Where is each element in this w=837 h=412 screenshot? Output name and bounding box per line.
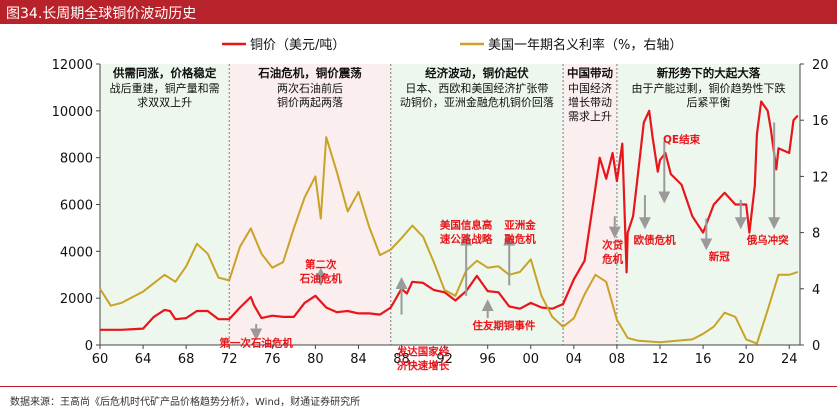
series-lines bbox=[99, 100, 799, 345]
y-right-tick-5: 20 bbox=[812, 58, 829, 73]
x-tick-6: 84 bbox=[350, 352, 367, 367]
x-tick-1: 64 bbox=[135, 352, 152, 367]
x-tick-7: 88 bbox=[393, 352, 410, 367]
period-dividers bbox=[228, 64, 618, 345]
period-shade-0 bbox=[100, 64, 230, 345]
period-title-3: 中国带动 bbox=[567, 66, 613, 80]
y-right-tick-1: 4 bbox=[812, 283, 820, 298]
y-right-tick-0: 0 bbox=[812, 339, 820, 354]
footer-divider bbox=[0, 386, 837, 387]
x-tick-4: 76 bbox=[264, 352, 281, 367]
y-left-tick-6: 12000 bbox=[52, 58, 93, 73]
period-desc-0-0: 战后重建，铜产量和需 bbox=[110, 81, 220, 95]
period-title-0: 供需同涨，价格稳定 bbox=[112, 66, 217, 80]
event-label-1-1: 石油危机 bbox=[299, 272, 342, 285]
period-desc-4-1: 后紧平衡 bbox=[686, 96, 730, 109]
event-label-3-0: 美国信息高 bbox=[440, 218, 493, 231]
source-note: 数据来源：王高尚《后危机时代矿产品价格趋势分析》，Wind，财通证券研究所 bbox=[10, 397, 361, 408]
x-tick-14: 16 bbox=[695, 352, 712, 367]
period-shade-4 bbox=[616, 64, 800, 345]
legend-copper-label: 铜价（美元/吨） bbox=[250, 38, 345, 53]
event-label-6-0: 次贷 bbox=[602, 238, 623, 251]
figure-title: 图34.长周期全球铜价波动历史 bbox=[6, 6, 197, 22]
x-tick-2: 68 bbox=[178, 352, 195, 367]
event-label-7-0: QE结束 bbox=[663, 133, 701, 146]
period-shading bbox=[100, 64, 800, 345]
rate-series-line bbox=[99, 136, 799, 345]
event-label-0-0: 第一次石油危机 bbox=[219, 337, 293, 350]
x-tick-0: 60 bbox=[92, 352, 109, 367]
period-title-1: 石油危机，铜价震荡 bbox=[257, 66, 362, 80]
x-tick-8: 92 bbox=[436, 352, 453, 367]
period-desc-1-0: 两次石油前后 bbox=[277, 81, 343, 95]
legend: 铜价（美元/吨） 美国一年期名义利率（%，右轴） bbox=[222, 37, 682, 53]
y-left-tick-0: 0 bbox=[85, 339, 93, 354]
y-right-tick-4: 16 bbox=[812, 114, 829, 129]
x-tick-15: 20 bbox=[738, 352, 755, 367]
period-shade-2 bbox=[390, 64, 564, 345]
period-desc-2-0: 日本、西欧和美国经济扩张带 bbox=[405, 81, 548, 95]
period-title-4: 新形势下的大起大落 bbox=[657, 66, 761, 80]
y-left-tick-4: 8000 bbox=[60, 152, 93, 167]
y-left-tick-2: 4000 bbox=[60, 245, 93, 260]
period-desc-1-1: 铜价两起两落 bbox=[277, 95, 343, 109]
x-tick-13: 12 bbox=[652, 352, 669, 367]
event-label-10-0: 俄乌冲突 bbox=[746, 234, 789, 247]
x-tick-12: 08 bbox=[609, 352, 626, 367]
title-bar: 图34.长周期全球铜价波动历史 bbox=[0, 0, 837, 24]
period-title-2: 经济波动，铜价起伏 bbox=[425, 66, 529, 80]
period-desc-3-2: 需求上升 bbox=[568, 110, 612, 123]
y-left-tick-5: 10000 bbox=[52, 105, 93, 120]
event-arrows bbox=[250, 122, 781, 341]
event-label-2-1: 济快速增长 bbox=[397, 359, 450, 372]
period-desc-0-1: 求双双上升 bbox=[137, 96, 192, 109]
event-label-5-0: 亚洲金 bbox=[504, 218, 536, 231]
period-desc-2-1: 动铜价，亚洲金融危机铜价回落 bbox=[400, 95, 554, 109]
y-right-tick-3: 12 bbox=[812, 170, 829, 185]
period-desc-3-1: 增长带动 bbox=[568, 95, 612, 109]
x-tick-10: 00 bbox=[522, 352, 539, 367]
x-tick-5: 80 bbox=[307, 352, 324, 367]
event-label-2-0: 发达国家经 bbox=[396, 345, 450, 358]
event-label-9-0: 新冠 bbox=[709, 250, 730, 263]
event-label-5-1: 融危机 bbox=[504, 232, 536, 245]
y-right-tick-2: 8 bbox=[812, 227, 820, 242]
event-label-4-0: 住友期铜事件 bbox=[472, 319, 535, 332]
x-tick-16: 24 bbox=[781, 352, 798, 367]
event-label-6-1: 危机 bbox=[601, 252, 623, 265]
x-tick-3: 72 bbox=[221, 352, 238, 367]
legend-rate-label: 美国一年期名义利率（%，右轴） bbox=[488, 37, 682, 53]
period-desc-4-0: 由于产能过剩，铜价趋势性下跌 bbox=[631, 81, 785, 95]
x-tick-9: 96 bbox=[479, 352, 496, 367]
y-left-tick-1: 2000 bbox=[60, 292, 93, 307]
x-tick-11: 04 bbox=[566, 352, 583, 367]
copper-series-line bbox=[100, 100, 799, 331]
period-desc-3-0: 中国经济 bbox=[568, 81, 612, 95]
event-label-8-0: 欧债危机 bbox=[634, 234, 676, 247]
y-left-tick-3: 6000 bbox=[60, 199, 93, 214]
period-shade-3 bbox=[563, 64, 617, 345]
event-label-3-1: 速公路战略 bbox=[440, 232, 493, 245]
event-label-1-0: 第二次 bbox=[305, 258, 337, 271]
